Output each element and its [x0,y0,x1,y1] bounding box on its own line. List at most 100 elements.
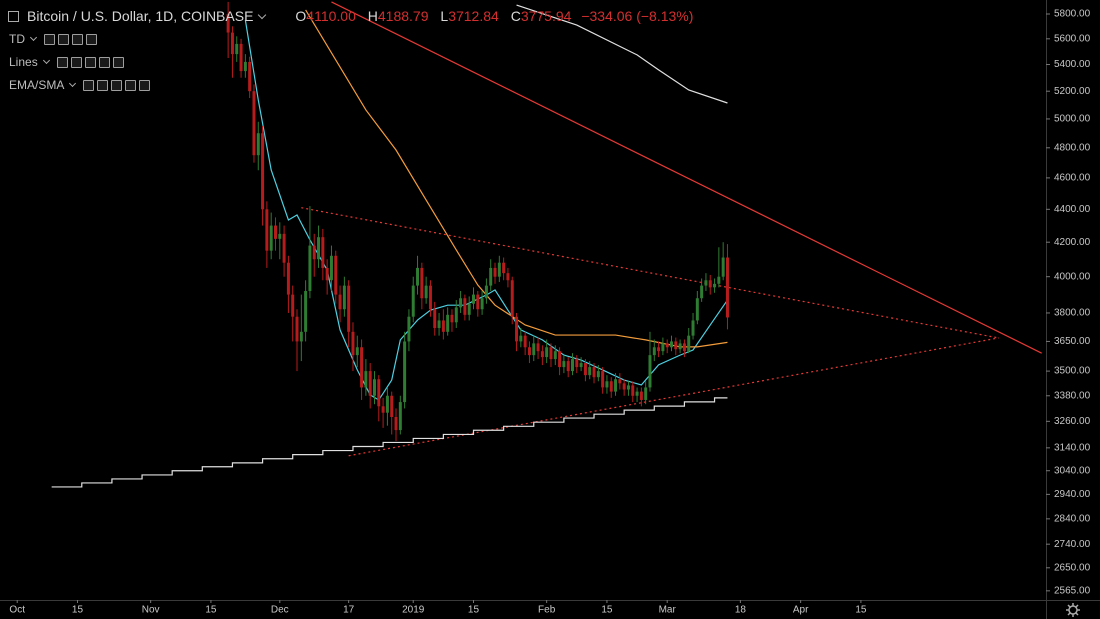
candle-body [239,43,243,72]
trend-line [301,207,999,339]
candle-body [510,280,514,317]
candle-body [454,307,458,323]
indicator-icon[interactable] [97,79,109,91]
indicator-menu[interactable] [29,33,38,42]
x-tick-label: 15 [601,605,613,616]
candle-body [648,355,652,388]
indicator-icon[interactable] [70,56,82,68]
candle-body [230,32,234,55]
indicator-icon[interactable] [44,33,55,45]
indicator-row[interactable]: Lines [9,55,127,69]
indicator-icon[interactable] [56,56,68,68]
candle-body [596,371,600,378]
y-tick-label: 3380.00 [1054,390,1091,401]
x-tick-label: Feb [538,605,556,616]
candle-body [403,341,407,403]
indicator-menu[interactable] [42,56,50,65]
y-tick-label: 4200.00 [1054,237,1091,248]
candle-body [665,343,669,348]
ohlc-value: 4110.00 [306,8,356,24]
x-tick-label: Apr [793,605,809,616]
candle-body [532,343,536,356]
candle-body [652,347,656,356]
indicator-row[interactable]: EMA/SMA [9,78,153,92]
indicator-name[interactable]: EMA/SMA [9,78,65,92]
candle-body [471,294,475,304]
indicator-icon[interactable] [111,79,123,91]
symbol-title[interactable]: Bitcoin / U.S. Dollar, 1D, COINBASE [27,8,254,24]
candle-body [411,285,415,317]
candle-body [398,402,402,431]
indicator-icon[interactable] [72,33,83,45]
candle-body [355,347,359,356]
candle-body [657,347,661,352]
candle-body [527,347,531,356]
candle-body [614,379,618,392]
candle-body [261,133,265,210]
x-tick-label: 15 [72,605,84,616]
candle-body [407,316,411,342]
y-tick-label: 5200.00 [1054,86,1091,97]
settings-icon[interactable] [1066,603,1080,617]
y-tick-label: 3650.00 [1054,336,1091,347]
candle-body [674,341,678,350]
candle-body [545,347,549,358]
plot-area [51,1,1042,488]
candle-body [441,320,445,332]
candle-body [493,267,497,277]
symbol-menu[interactable] [258,10,267,19]
candle-body [372,379,376,396]
ohlc-value: 3775.94 [520,8,572,24]
candle-body [364,371,368,388]
trend-line [331,1,1042,354]
y-tick-label: 4000.00 [1054,271,1091,282]
candle-body [467,303,471,315]
indicator-name[interactable]: Lines [9,55,38,69]
candle-body [605,381,609,388]
indicator-icon[interactable] [112,56,124,68]
candle-body [433,309,437,329]
indicator-icon[interactable] [139,79,151,91]
candle-body [360,347,364,388]
y-tick-label: 5400.00 [1054,59,1091,70]
ohlc-key: C [510,8,521,24]
candle-body [519,335,523,342]
candle-body [476,294,480,310]
indicator-icon[interactable] [86,33,97,45]
candle-body [506,273,510,281]
candle-body [626,385,630,390]
candle-body [678,343,682,350]
x-tick-label: 15 [855,605,867,616]
candle-body [622,383,626,390]
collapse-toggle[interactable] [8,10,19,22]
candle-body [243,61,247,72]
indicator-icon[interactable] [83,79,95,91]
y-tick-label: 2565.00 [1054,585,1091,596]
candle-body [278,233,282,239]
indicator-icon[interactable] [98,56,110,68]
candle-body [687,335,691,352]
ohlc-value: 4188.79 [377,8,429,24]
x-tick-label: 15 [468,605,480,616]
indicator-row[interactable]: TD [9,32,100,46]
candle-body [708,280,712,288]
candle-body [424,285,428,299]
indicator-icon[interactable] [125,79,137,91]
candle-body [256,133,260,156]
candle-body [609,381,613,392]
candle-body [304,290,308,332]
candle-body [592,367,596,378]
candle-body [282,233,286,263]
indicator-icon[interactable] [84,56,96,68]
candle-body [295,316,299,342]
indicator-icon[interactable] [58,33,69,45]
indicator-menu[interactable] [69,79,77,88]
y-tick-label: 5600.00 [1054,33,1091,44]
candle-body [480,298,484,310]
candle-body [235,43,239,55]
indicator-name[interactable]: TD [9,32,25,46]
candle-body [639,391,643,400]
ohlc: O4110.00 H4188.79 L3712.84 C3775.94 −334… [287,8,693,24]
